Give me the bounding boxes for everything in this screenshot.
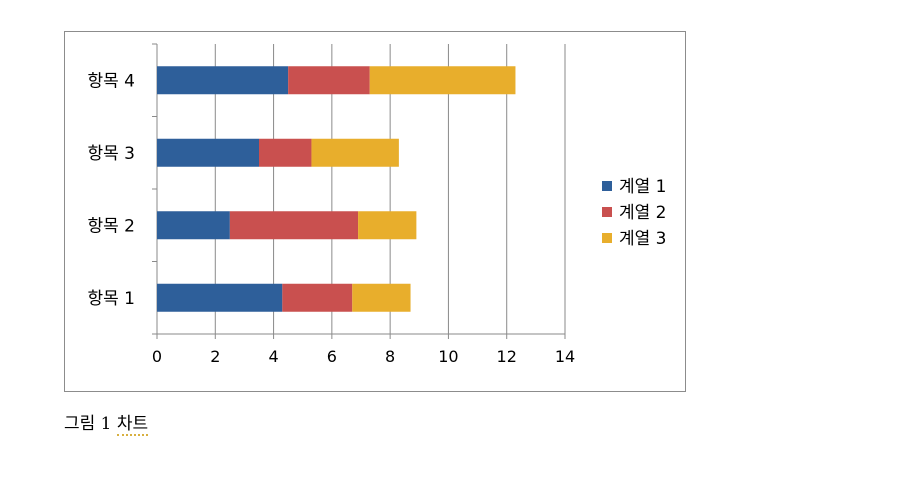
y-category-label: 항목 2	[88, 216, 136, 236]
bar-segment-3	[311, 138, 399, 167]
bar-segment-1	[157, 283, 283, 312]
x-tick-label: 6	[327, 347, 337, 366]
bar-segment-3	[352, 283, 411, 312]
bar-segment-2	[288, 66, 370, 95]
y-category-label: 항목 4	[88, 71, 136, 91]
x-tick-label: 8	[385, 347, 395, 366]
bar-segment-1	[157, 211, 230, 240]
legend-swatch	[602, 207, 612, 217]
bar-chart: 0 2 4 6 8 10 12 14 항목 1 항목 2 항목 3 항목 4 계열 1 계열 2 계열 3	[88, 43, 667, 366]
legend-swatch	[602, 181, 612, 191]
x-tick-label: 0	[152, 347, 162, 366]
caption-prefix: 그림 1	[64, 414, 112, 434]
bar-segment-1	[157, 66, 289, 95]
y-category-label: 항목 3	[88, 144, 136, 164]
legend-label: 계열 2	[619, 203, 667, 223]
x-tick-label: 14	[555, 347, 575, 366]
y-category-label: 항목 1	[88, 289, 136, 309]
chart-frame: 0 2 4 6 8 10 12 14 항목 1 항목 2 항목 3 항목 4 계열 1 계열 2 계열 3	[64, 31, 686, 392]
caption-word: 차트	[116, 414, 149, 436]
x-tick-label: 10	[438, 347, 458, 366]
legend-label: 계열 3	[619, 229, 667, 249]
bar-segment-2	[282, 283, 353, 312]
bar-segment-2	[259, 138, 312, 167]
bar-segment-3	[369, 66, 516, 95]
bar-segment-2	[229, 211, 359, 240]
bar-segment-1	[157, 138, 259, 167]
x-tick-label: 4	[268, 347, 278, 366]
figure-caption: 그림 1 차트	[64, 409, 149, 436]
x-tick-label: 12	[497, 347, 517, 366]
legend-label: 계열 1	[619, 177, 667, 197]
x-tick-label: 2	[210, 347, 220, 366]
bar-segment-3	[358, 211, 417, 240]
legend-swatch	[602, 233, 612, 243]
